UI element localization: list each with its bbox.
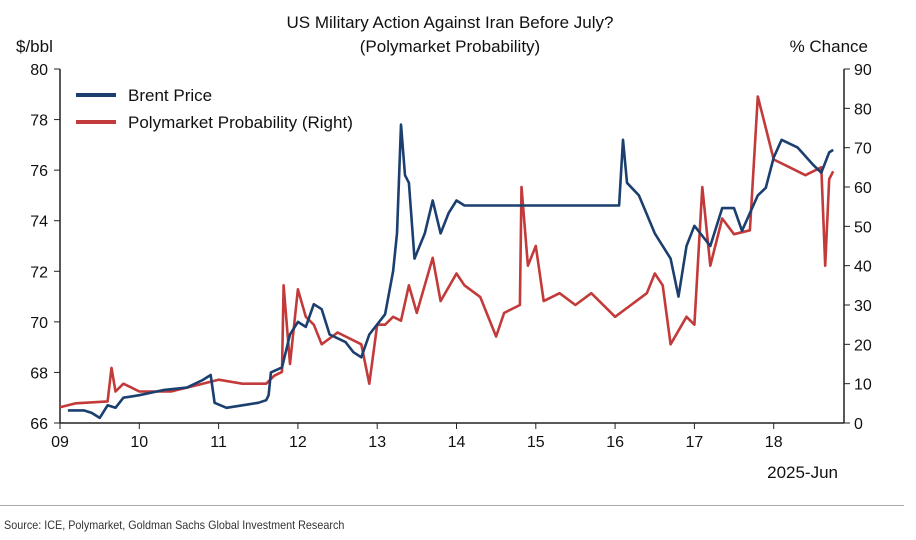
right-axis-label: % Chance [790,37,868,56]
legend-label-poly: Polymarket Probability (Right) [128,113,353,132]
x-tick-label: 12 [289,434,307,451]
y-left-tick-label: 66 [30,416,48,433]
y-left-tick-label: 70 [30,315,48,332]
y-right-tick-label: 30 [854,298,872,315]
footer-divider [0,505,904,506]
polymarket-probability-line [59,95,835,409]
y-right-tick-label: 70 [854,141,872,158]
x-tick-label: 17 [686,434,704,451]
left-axis-label: $/bbl [16,37,53,56]
y-left-tick-label: 72 [30,264,48,281]
y-right-tick-label: 40 [854,259,872,276]
y-left-tick-label: 74 [30,214,48,231]
y-left-tick-label: 68 [30,365,48,382]
y-left-tick-label: 78 [30,113,48,130]
y-left-tick-label: 80 [30,62,48,79]
chart: US Military Action Against Iran Before J… [16,13,872,482]
x-axis-label: 2025-Jun [767,463,838,482]
x-tick-label: 18 [765,434,783,451]
y-right-tick-label: 10 [854,377,872,394]
y-right-tick-label: 60 [854,180,872,197]
x-tick-label: 10 [130,434,148,451]
chart-subtitle: (Polymarket Probability) [360,37,540,56]
x-tick-label: 11 [210,434,227,451]
y-right-tick-label: 0 [854,416,863,433]
source-note: Source: ICE, Polymarket, Goldman Sachs G… [4,518,345,532]
x-tick-label: 13 [368,434,386,451]
x-tick-label: 09 [51,434,69,451]
x-tick-label: 14 [448,434,466,451]
legend: Brent Price Polymarket Probability (Righ… [76,86,353,132]
chart-title: US Military Action Against Iran Before J… [287,13,614,32]
y-right-tick-label: 20 [854,337,872,354]
y-left-tick-label: 76 [30,163,48,180]
y-right-tick-label: 90 [854,62,872,79]
brent-price-line [67,123,834,420]
y-right-tick-label: 80 [854,101,872,118]
x-tick-label: 15 [527,434,545,451]
y-right-tick-label: 50 [854,219,872,236]
legend-label-brent: Brent Price [128,86,212,105]
x-tick-label: 16 [606,434,624,451]
